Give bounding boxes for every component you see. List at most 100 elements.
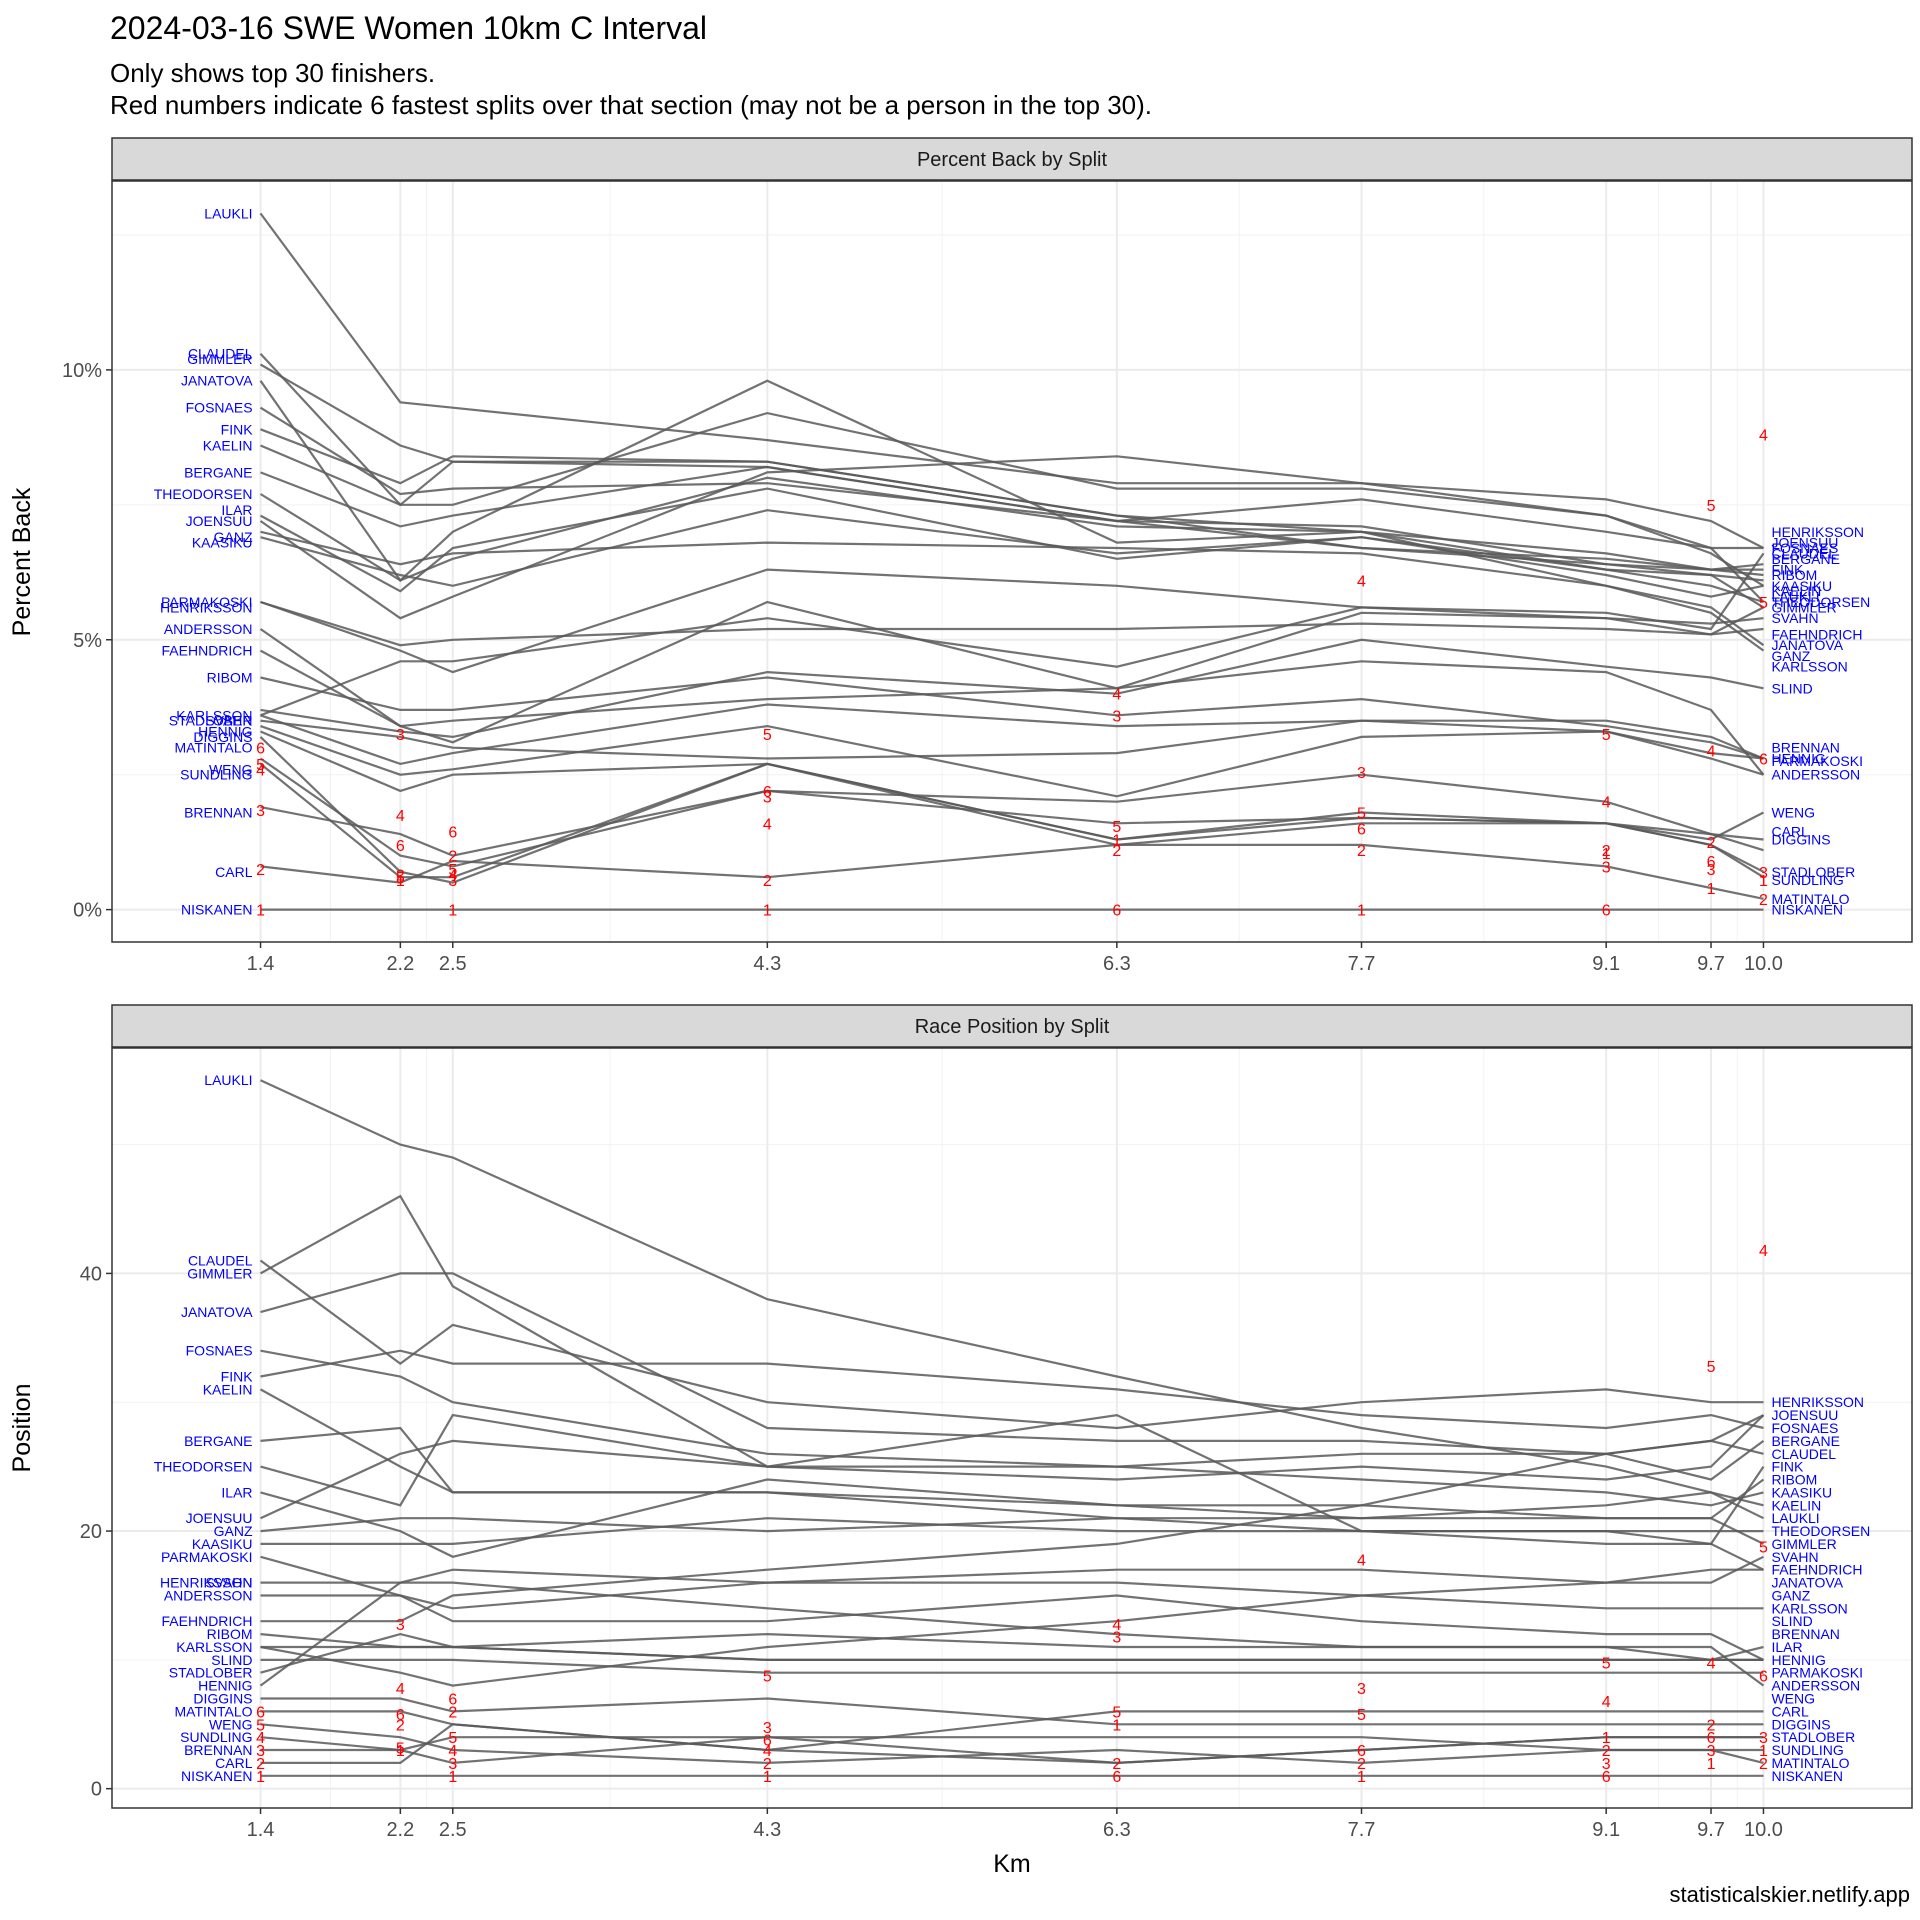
athlete-label-start: FINK	[221, 1368, 254, 1384]
split-rank-label: 6	[1112, 1769, 1121, 1786]
split-rank-label: 2	[1112, 1756, 1121, 1773]
athlete-label-end: HENRIKSSON	[1771, 1394, 1864, 1410]
athlete-label-start: PARMAKOSKI	[161, 1549, 253, 1565]
athlete-label-start: GANZ	[214, 529, 253, 545]
athlete-label-end: LAUKLI	[1771, 1510, 1819, 1526]
athlete-label-start: SUNDLING	[180, 1729, 252, 1745]
series-line-pct-fosnaes	[259, 406, 1764, 550]
series-line-pct-hennig	[260, 724, 1764, 798]
athlete-label-end: WENG	[1771, 1691, 1815, 1707]
athlete-label-end: RIBOM	[1771, 1472, 1817, 1488]
y-tick-label: 10%	[62, 360, 102, 382]
athlete-label-end: CLAUDEL	[1771, 1446, 1836, 1462]
split-rank-label: 1	[1357, 903, 1366, 920]
split-rank-label: 4	[1357, 573, 1366, 590]
athlete-label-end: SLIND	[1771, 1613, 1812, 1629]
split-rank-label: 5	[763, 727, 772, 744]
athlete-label-end: FINK	[1771, 1459, 1804, 1475]
split-rank-label: 2	[1357, 843, 1366, 860]
split-rank-label: 2	[1112, 843, 1121, 860]
split-rank-label: 2	[1602, 843, 1611, 860]
athlete-label-end: THEODORSEN	[1771, 594, 1870, 610]
athlete-label-end: FOSNAES	[1771, 540, 1838, 556]
athlete-label-end: SVAHN	[1771, 610, 1818, 626]
series-line-pct-bergane	[260, 465, 1764, 577]
athlete-label-end: JANATOVA	[1771, 1575, 1843, 1591]
athlete-label-start: HENRIKSSON	[160, 1575, 253, 1591]
split-rank-label: 5	[256, 757, 265, 774]
split-rank-label: 1	[448, 1769, 457, 1786]
athlete-label-start: CARL	[215, 864, 253, 880]
split-rank-label: 3	[763, 789, 772, 806]
athlete-label-end: HENRIKSSON	[1771, 524, 1864, 540]
athlete-label-end: FAEHNDRICH	[1771, 626, 1862, 642]
split-rank-label: 1	[1707, 1756, 1716, 1773]
split-rank-label: 5	[448, 1730, 457, 1747]
athlete-label-end: SUNDLING	[1771, 1742, 1843, 1758]
split-rank-label: 6	[1602, 1769, 1611, 1786]
athlete-label-start: RIBOM	[207, 670, 253, 686]
y-tick-label: 5%	[73, 630, 102, 652]
series-line-pos-parmakoski	[260, 1555, 1764, 1610]
split-rank-label: 6	[1357, 1743, 1366, 1760]
athlete-label-end: BRENNAN	[1771, 1626, 1839, 1642]
athlete-label-end: CARL	[1771, 1703, 1809, 1719]
split-rank-label: 2	[763, 873, 772, 890]
panel-border-pos	[111, 1047, 1913, 1809]
split-rank-label: 5	[1602, 1655, 1611, 1672]
athlete-label-end: BRENNAN	[1771, 740, 1839, 756]
series-line-pos-slind	[260, 1645, 1764, 1662]
split-rank-label: 6	[1357, 822, 1366, 839]
athlete-label-start: FOSNAES	[186, 1343, 253, 1359]
x-tick-label: 2.2	[386, 1819, 414, 1841]
athlete-label-start: KARLSSON	[176, 707, 252, 723]
athlete-label-end: PARMAKOSKI	[1771, 1665, 1863, 1681]
athlete-label-start: LAUKLI	[204, 205, 252, 221]
y-tick-label: 40	[80, 1263, 102, 1285]
split-rank-label: 6	[763, 1733, 772, 1750]
athlete-label-start: FAEHNDRICH	[162, 1613, 253, 1629]
series-line-pct-kaelin	[260, 411, 1765, 587]
split-rank-label: 1	[396, 873, 405, 890]
athlete-label-end: RIBOM	[1771, 567, 1817, 583]
split-rank-label: 5	[396, 1740, 405, 1757]
series-line-pos-karlsson	[260, 1568, 1764, 1687]
x-axis-title: Km	[993, 1850, 1031, 1878]
split-rank-label: 6	[1707, 854, 1716, 871]
split-rank-label: 5	[1602, 727, 1611, 744]
split-rank-label: 4	[256, 762, 265, 779]
split-rank-label: 1	[1602, 846, 1611, 863]
athlete-label-start: THEODORSEN	[154, 1459, 253, 1475]
athlete-label-end: STADLOBER	[1771, 864, 1855, 880]
series-line-pos-ilar	[260, 1478, 1764, 1558]
split-rank-label: 6	[1759, 1668, 1768, 1685]
y-tick-label: 0%	[73, 900, 102, 922]
facet-strip-pct	[111, 137, 1913, 181]
credit-text: statisticalskier.netlify.app	[1669, 1882, 1910, 1907]
split-rank-label: 5	[1357, 1707, 1366, 1724]
split-rank-label: 1	[256, 903, 265, 920]
athlete-label-start: RIBOM	[207, 1626, 253, 1642]
series-line-pos-andersson	[260, 1594, 1764, 1661]
athlete-label-start: KARLSSON	[176, 1639, 252, 1655]
split-rank-label: 3	[763, 1720, 772, 1737]
split-rank-label: 6	[396, 838, 405, 855]
x-tick-label: 9.1	[1592, 1819, 1620, 1841]
athlete-label-end: GANZ	[1771, 648, 1810, 664]
y-tick-label: 20	[80, 1521, 102, 1543]
split-rank-label: 3	[1707, 862, 1716, 879]
series-line-pos-laukli	[260, 1079, 1764, 1520]
series-line-pct-svahn	[260, 606, 1764, 717]
athlete-label-end: JOENSUU	[1771, 1407, 1838, 1423]
series-line-pos-hennig	[259, 1555, 1764, 1687]
split-rank-label: 1	[1357, 1769, 1366, 1786]
chart-title: 2024-03-16 SWE Women 10km C Interval	[110, 10, 707, 46]
x-tick-label: 2.2	[386, 953, 414, 975]
athlete-label-end: GIMMLER	[1771, 1536, 1836, 1552]
athlete-label-start: SVAHN	[205, 1575, 252, 1591]
split-rank-label: 1	[1759, 1743, 1768, 1760]
series-line-pct-theodorsen	[259, 476, 1765, 609]
split-rank-label: 6	[1759, 751, 1768, 768]
athlete-label-end: MATINTALO	[1771, 891, 1849, 907]
x-tick-label: 10.0	[1744, 1819, 1783, 1841]
